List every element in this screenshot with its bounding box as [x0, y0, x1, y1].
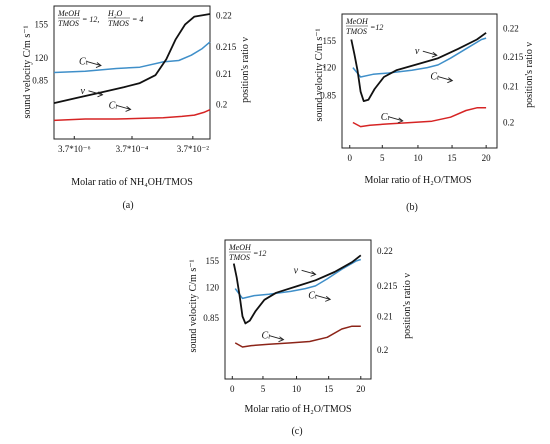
series-line-cl [234, 325, 361, 348]
x-tick-label: 15 [448, 153, 458, 163]
y-right-tick-label: 0.2 [377, 345, 388, 355]
series-line-c [53, 41, 211, 74]
y-right-tick-label: 0.21 [216, 69, 232, 79]
series-label: ν [294, 265, 299, 276]
y-right-tick-label: 0.21 [503, 81, 519, 91]
y-right-tick-label: 0.22 [216, 10, 232, 20]
series-label: Cₗ [381, 112, 390, 123]
label-arrow [88, 90, 104, 98]
chart-panel-a: 3.7*10⁻⁶ 3.7*10⁻⁴ 3.7*10⁻² 155 120 0.85 0.22 0.… [22, 5, 251, 211]
series-line-cl [352, 107, 487, 128]
annotation-value: =12 [370, 23, 383, 32]
y-right-tick-label: 0.215 [503, 52, 524, 62]
chart-panel-b: 0 5 10 15 20 155 120 0.85 0.22 0.215 0.21 0.2 ν Cₜ Cₗ M… [314, 13, 535, 213]
x-tick-label: 3.7*10⁻² [177, 144, 210, 154]
series-label: ν [81, 86, 86, 97]
y-left-axis-label: sound velocity C/m s⁻¹ [22, 26, 33, 119]
annotation-value: = 12, [82, 15, 99, 24]
series-line-nu [350, 32, 487, 102]
annotation-value: = 4 [132, 15, 143, 24]
series-line-c [234, 258, 362, 300]
y-left-tick-label: 155 [206, 256, 220, 266]
plot-frame [224, 239, 372, 380]
series-label: ν [415, 46, 420, 57]
label-arrow [269, 335, 285, 343]
x-tick-label: 10 [292, 384, 302, 394]
y-left-tick-label: 0.85 [32, 75, 48, 85]
y-left-axis-label: sound velocity C/m s⁻¹ [188, 260, 199, 353]
x-tick-label: 0 [348, 153, 353, 163]
annotation-numerator: MeOH [57, 9, 81, 18]
series-line-c [352, 37, 487, 78]
y-right-tick-label: 0.22 [503, 24, 519, 34]
annotation-value: =12 [253, 249, 266, 258]
y-right-axis-label: position's ratio ν [402, 273, 413, 339]
annotation-denominator: TMOS [108, 19, 129, 28]
x-tick-label: 0 [230, 384, 235, 394]
x-tick-label: 10 [413, 153, 423, 163]
y-left-tick-label: 120 [323, 63, 337, 73]
chart-panel-c: 0 5 10 15 20 155 120 0.85 0.22 0.215 0.21 0.2 ν Cₜ Cₗ M… [188, 239, 413, 437]
series-label: Cₜ [308, 290, 318, 301]
panel-caption: (c) [291, 426, 302, 437]
x-tick-label: 5 [261, 384, 266, 394]
annotation-numerator: H₂O [107, 9, 123, 18]
series-line-nu [53, 13, 211, 104]
series-label: Cₜ [430, 72, 440, 83]
label-arrow [316, 294, 332, 302]
label-arrow [86, 61, 102, 68]
x-tick-label: 20 [482, 153, 492, 163]
panel-caption: (a) [122, 200, 133, 211]
y-right-tick-label: 0.2 [503, 118, 514, 128]
annotation-numerator: MeOH [345, 17, 369, 26]
label-arrow [422, 50, 438, 58]
annotation-denominator: TMOS [58, 19, 79, 28]
y-right-tick-label: 0.21 [377, 311, 393, 321]
y-left-tick-label: 0.85 [203, 313, 219, 323]
y-right-axis-label: position's ratio ν [240, 37, 251, 103]
y-right-tick-label: 0.215 [216, 42, 237, 52]
y-right-axis-label: position's ratio ν [524, 42, 535, 108]
panel-caption: (b) [406, 202, 418, 213]
annotation-numerator: MeOH [228, 243, 252, 252]
series-label: Cₗ [262, 331, 271, 342]
y-left-axis-label: sound velocity C/m s⁻¹ [314, 29, 325, 122]
y-right-tick-label: 0.215 [377, 281, 398, 291]
x-tick-label: 3.7*10⁻⁶ [58, 144, 91, 154]
x-axis-label: Molar ratio of H₂O/TMOS [244, 404, 351, 415]
y-left-tick-label: 120 [206, 282, 220, 292]
x-tick-label: 15 [324, 384, 334, 394]
label-arrow [116, 104, 132, 112]
label-arrow [301, 269, 317, 277]
y-left-tick-label: 155 [323, 36, 337, 46]
series-line-cl [53, 109, 211, 122]
x-axis-label: Molar ratio of H₂O/TMOS [364, 175, 471, 186]
series-line-nu [232, 254, 362, 325]
y-right-tick-label: 0.22 [377, 246, 393, 256]
y-right-tick-label: 0.2 [216, 99, 227, 109]
x-tick-label: 20 [356, 384, 366, 394]
label-arrow [388, 116, 404, 124]
y-left-tick-label: 0.85 [320, 91, 336, 101]
annotation-denominator: TMOS [346, 27, 367, 36]
series-label: Cₗ [109, 100, 118, 111]
x-tick-label: 3.7*10⁻⁴ [116, 144, 149, 154]
y-left-tick-label: 155 [35, 20, 49, 30]
x-axis-label: Molar ratio of NH₄OH/TMOS [71, 177, 193, 188]
annotation-denominator: TMOS [229, 253, 250, 262]
series-label: Cₜ [79, 57, 89, 68]
label-arrow [438, 76, 454, 84]
plot-frame [341, 13, 498, 149]
x-tick-label: 5 [380, 153, 385, 163]
y-left-tick-label: 120 [35, 53, 49, 63]
